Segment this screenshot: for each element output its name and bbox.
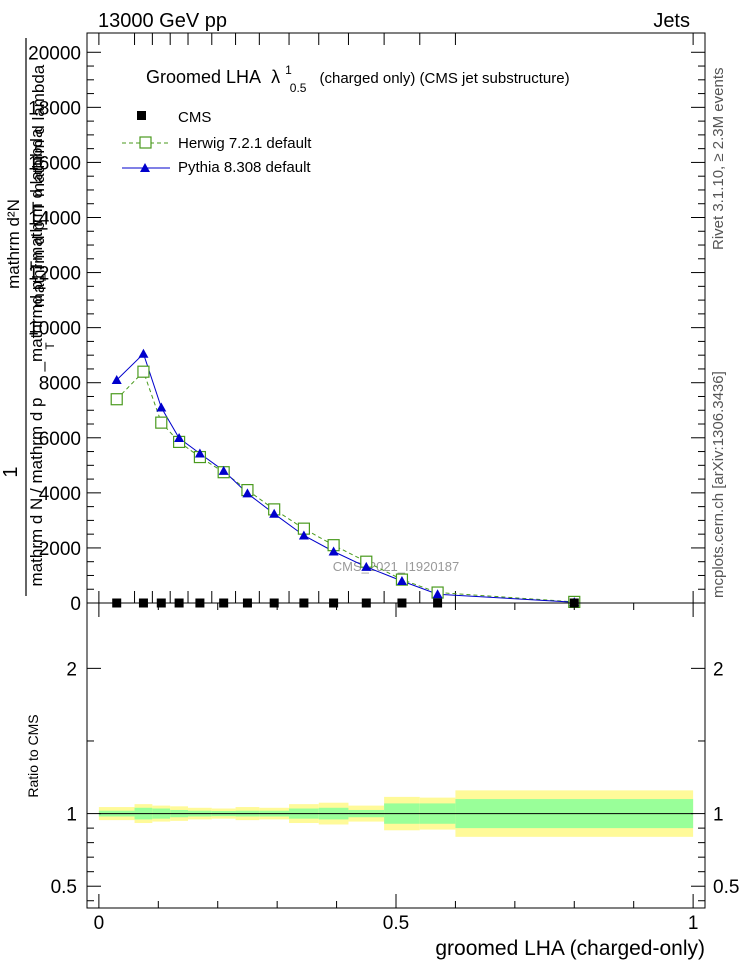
herwig-point bbox=[110, 393, 123, 406]
ylabel-one: 1 bbox=[0, 466, 22, 477]
ylabel-num-bottom: mathrm d p_T mathrm d lambda bbox=[29, 64, 48, 307]
pythia-point bbox=[242, 488, 253, 498]
pythia-point bbox=[138, 348, 149, 358]
pythia-point bbox=[328, 546, 339, 556]
ratio-xtick-label: 1 bbox=[688, 913, 699, 934]
ratio-ytick-label-right: 1 bbox=[713, 805, 724, 826]
pythia-point bbox=[396, 575, 407, 585]
main-ytick-label: 6000 bbox=[39, 429, 81, 450]
main-ytick-label: 16000 bbox=[28, 153, 81, 174]
ylabel-den-top: mathrm d N / mathrm d p bbox=[27, 398, 46, 587]
herwig-point bbox=[155, 416, 168, 429]
legend-marker-herwig bbox=[139, 136, 152, 149]
header-process: Jets bbox=[653, 10, 690, 32]
pythia-point bbox=[174, 433, 185, 443]
ylabel-den-end: _mathrmd p_Tmathrm d lambda bbox=[27, 128, 46, 372]
title-suffix: (charged only) (CMS jet substructure) bbox=[320, 70, 570, 87]
header-energy: 13000 GeV pp bbox=[98, 10, 227, 32]
ratio-x-axis: 0 0.5 1 bbox=[94, 603, 699, 934]
legend-marker-pythia bbox=[140, 163, 150, 172]
main-ytick-label: 2000 bbox=[39, 539, 81, 560]
ratio-ytick-label: 0.5 bbox=[51, 877, 77, 898]
main-ytick-label: 0 bbox=[70, 594, 81, 615]
legend-label-herwig: Herwig 7.2.1 default bbox=[178, 135, 312, 152]
analysis-watermark: CMS_2021_I1920187 bbox=[333, 559, 460, 574]
pythia-point bbox=[298, 530, 309, 540]
x-axis-label: groomed LHA (charged-only) bbox=[435, 937, 705, 960]
pythia-point bbox=[361, 561, 372, 571]
main-ytick-label: 14000 bbox=[28, 208, 81, 229]
pythia-point bbox=[218, 465, 229, 475]
ratio-ytick-label: 1 bbox=[66, 805, 77, 826]
ratio-ytick-label-right: 0.5 bbox=[713, 877, 739, 898]
ratio-y-axis: 0.5 0.5 1 1 2 2 bbox=[51, 659, 739, 902]
pythia-point bbox=[111, 374, 122, 384]
herwig-point bbox=[137, 365, 150, 378]
title-sup: 1 bbox=[285, 63, 292, 77]
ratio-bands bbox=[98, 790, 694, 837]
main-ytick-label: 12000 bbox=[28, 264, 81, 285]
main-ytick-label: 18000 bbox=[28, 98, 81, 119]
legend-label-cms: CMS bbox=[178, 109, 211, 126]
main-ytick-label: 4000 bbox=[39, 484, 81, 505]
legend-marker-cms bbox=[137, 111, 146, 120]
main-ytick-label: 10000 bbox=[28, 319, 81, 340]
ratio-xtick-label: 0 bbox=[94, 913, 105, 934]
pythia-point bbox=[432, 589, 443, 599]
title-lambda: λ bbox=[271, 67, 280, 87]
ratio-ytick-label-right: 2 bbox=[713, 659, 724, 680]
title-main: Groomed LHA bbox=[146, 67, 261, 87]
pythia-point bbox=[194, 448, 205, 458]
ylabel-den-sub: T bbox=[43, 342, 57, 350]
ylabel-num-top: mathrm d²N bbox=[4, 199, 23, 289]
main-ytick-label: 8000 bbox=[39, 374, 81, 395]
pythia-point bbox=[269, 508, 280, 518]
mcplots-label: mcplots.cern.ch [arXiv:1306.3436] bbox=[710, 371, 727, 598]
ratio-y-label: Ratio to CMS bbox=[25, 714, 41, 797]
legend-label-pythia: Pythia 8.308 default bbox=[178, 159, 311, 176]
ratio-plot-frame bbox=[86, 602, 706, 909]
legend: CMS Herwig 7.2.1 default Pythia 8.308 de… bbox=[122, 109, 312, 176]
rivet-label: Rivet 3.1.10, ≥ 2.3M events bbox=[710, 68, 727, 251]
pythia-point bbox=[156, 402, 167, 412]
main-ytick-label: 20000 bbox=[28, 43, 81, 64]
main-x-ticks bbox=[98, 33, 694, 603]
main-y-label: mathrm d²N mathrm d p_T mathrm d lambda … bbox=[0, 38, 57, 596]
ratio-ytick-label: 2 bbox=[66, 659, 77, 680]
title-sub: 0.5 bbox=[290, 81, 307, 95]
ratio-xtick-label: 0.5 bbox=[383, 913, 409, 934]
main-y-axis: 0 2000 4000 6000 8000 10000 12000 14000 16000 180… bbox=[28, 43, 705, 615]
chart-title: Groomed LHA λ 1 0.5 (charged only) (CMS … bbox=[146, 58, 570, 96]
